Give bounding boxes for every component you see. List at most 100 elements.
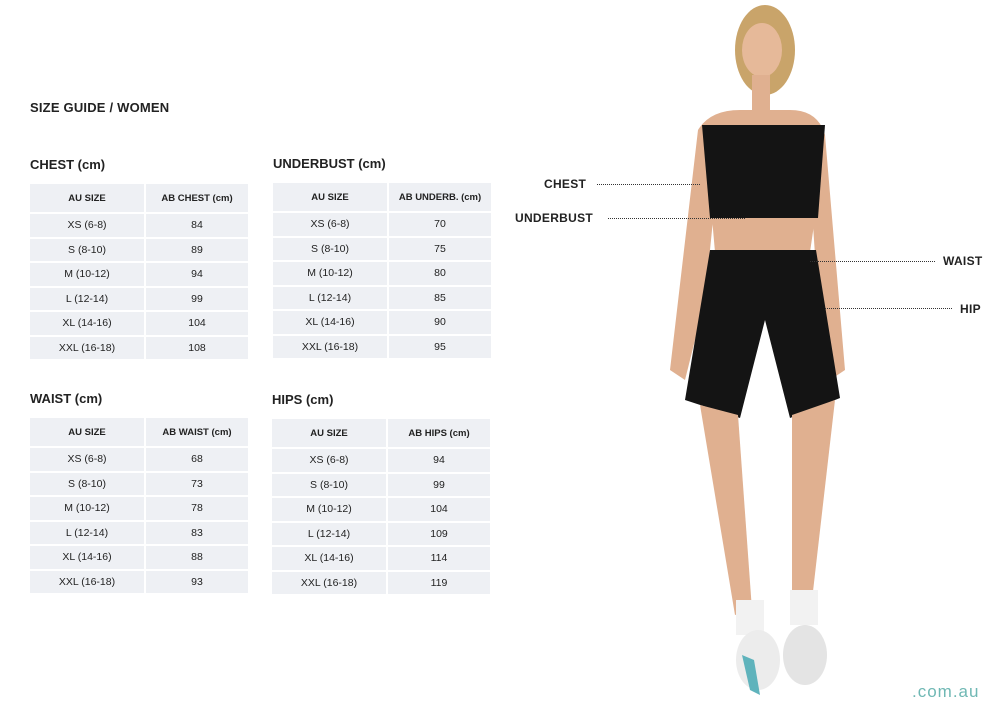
- page-title: SIZE GUIDE / WOMEN: [30, 100, 170, 115]
- table-cell: 104: [146, 312, 248, 335]
- table-cell: 84: [146, 214, 248, 237]
- waist-line: [810, 261, 935, 262]
- table-row: L (12-14) 99: [30, 287, 248, 310]
- underbust-title: UNDERBUST (cm): [273, 156, 386, 171]
- table-cell: 114: [388, 547, 490, 570]
- table-cell: XXL (16-18): [272, 571, 386, 594]
- table-cell: S (8-10): [30, 472, 144, 495]
- column-header: AB UNDERB. (cm): [389, 183, 491, 211]
- table-cell: M (10-12): [273, 262, 387, 285]
- table-row: XL (14-16) 114: [272, 547, 490, 570]
- underbust-table: AU SIZE AB UNDERB. (cm) XS (6-8) 70 S (8-10)…: [271, 181, 493, 360]
- table-cell: XXL (16-18): [273, 335, 387, 358]
- table-cell: M (10-12): [272, 498, 386, 521]
- hips-title: HIPS (cm): [272, 392, 334, 407]
- table-row: M (10-12) 94: [30, 263, 248, 286]
- chest-line: [597, 184, 700, 185]
- hips-section: HIPS (cm) AU SIZE AB HIPS (cm) XS (6-8) 94 S …: [272, 392, 494, 596]
- table-cell: 78: [146, 497, 248, 520]
- table-cell: 68: [146, 448, 248, 471]
- table-cell: 94: [388, 449, 490, 472]
- chest-title: CHEST (cm): [30, 157, 106, 172]
- table-cell: 99: [388, 473, 490, 496]
- table-cell: 89: [146, 238, 248, 261]
- hip-label: HIP: [960, 302, 981, 316]
- column-header: AU SIZE: [273, 183, 387, 211]
- column-header: AB CHEST (cm): [146, 184, 248, 212]
- table-cell: L (12-14): [30, 287, 144, 310]
- table-cell: XS (6-8): [30, 214, 144, 237]
- table-row: XXL (16-18) 119: [272, 571, 490, 594]
- table-cell: 108: [146, 336, 248, 359]
- table-row: XXL (16-18) 95: [273, 335, 491, 358]
- waist-table: AU SIZE AB WAIST (cm) XS (6-8) 68 S (8-10) 73…: [28, 416, 250, 595]
- table-row: S (8-10) 89: [30, 238, 248, 261]
- waist-section: WAIST (cm) AU SIZE AB WAIST (cm) XS (6-8) 68…: [30, 391, 252, 595]
- table-cell: XL (14-16): [30, 312, 144, 335]
- table-cell: XS (6-8): [272, 449, 386, 472]
- underbust-label: UNDERBUST: [515, 211, 594, 225]
- table-row: XL (14-16) 88: [30, 546, 248, 569]
- table-row: S (8-10) 75: [273, 237, 491, 260]
- table-cell: XL (14-16): [273, 311, 387, 334]
- table-cell: 99: [146, 287, 248, 310]
- table-cell: M (10-12): [30, 497, 144, 520]
- table-row: XL (14-16) 90: [273, 311, 491, 334]
- table-cell: 119: [388, 571, 490, 594]
- table-cell: S (8-10): [30, 238, 144, 261]
- table-cell: M (10-12): [30, 263, 144, 286]
- header-row: AU SIZE AB UNDERB. (cm): [273, 183, 491, 211]
- brand-domain: .com.au: [912, 682, 980, 701]
- table-cell: 90: [389, 311, 491, 334]
- table-row: XS (6-8) 84: [30, 214, 248, 237]
- table-row: XS (6-8) 70: [273, 213, 491, 236]
- table-cell: 80: [389, 262, 491, 285]
- underbust-line: [608, 218, 745, 219]
- table-row: XXL (16-18) 93: [30, 570, 248, 593]
- header-row: AU SIZE AB WAIST (cm): [30, 418, 248, 446]
- table-cell: 85: [389, 286, 491, 309]
- table-cell: XXL (16-18): [30, 336, 144, 359]
- underbust-section: UNDERBUST (cm) AU SIZE AB UNDERB. (cm) XS (…: [273, 156, 495, 360]
- table-cell: 93: [146, 570, 248, 593]
- table-cell: 75: [389, 237, 491, 260]
- table-row: XXL (16-18) 108: [30, 336, 248, 359]
- table-cell: XS (6-8): [273, 213, 387, 236]
- model-photo: [670, 5, 845, 695]
- table-cell: S (8-10): [273, 237, 387, 260]
- table-cell: L (12-14): [272, 522, 386, 545]
- table-row: M (10-12) 104: [272, 498, 490, 521]
- table-row: S (8-10) 73: [30, 472, 248, 495]
- table-cell: 104: [388, 498, 490, 521]
- table-cell: 88: [146, 546, 248, 569]
- table-cell: XXL (16-18): [30, 570, 144, 593]
- table-row: M (10-12) 78: [30, 497, 248, 520]
- column-header: AB HIPS (cm): [388, 419, 490, 447]
- chest-label: CHEST: [544, 177, 587, 191]
- table-cell: 109: [388, 522, 490, 545]
- table-cell: XS (6-8): [30, 448, 144, 471]
- table-row: XS (6-8) 68: [30, 448, 248, 471]
- table-row: L (12-14) 109: [272, 522, 490, 545]
- table-row: S (8-10) 99: [272, 473, 490, 496]
- table-cell: XL (14-16): [272, 547, 386, 570]
- table-cell: 73: [146, 472, 248, 495]
- table-cell: XL (14-16): [30, 546, 144, 569]
- column-header: AU SIZE: [30, 184, 144, 212]
- chest-table: AU SIZE AB CHEST (cm) XS (6-8) 84 S (8-10) 89…: [28, 182, 250, 361]
- waist-title: WAIST (cm): [30, 391, 103, 406]
- table-row: L (12-14) 85: [273, 286, 491, 309]
- header-row: AU SIZE AB HIPS (cm): [272, 419, 490, 447]
- column-header: AU SIZE: [30, 418, 144, 446]
- table-cell: S (8-10): [272, 473, 386, 496]
- hip-line: [825, 308, 952, 309]
- table-row: L (12-14) 83: [30, 521, 248, 544]
- column-header: AU SIZE: [272, 419, 386, 447]
- header-row: AU SIZE AB CHEST (cm): [30, 184, 248, 212]
- hips-table: AU SIZE AB HIPS (cm) XS (6-8) 94 S (8-10) 99 M…: [270, 417, 492, 596]
- table-cell: 95: [389, 335, 491, 358]
- table-cell: L (12-14): [30, 521, 144, 544]
- table-cell: 94: [146, 263, 248, 286]
- chest-section: CHEST (cm) AU SIZE AB CHEST (cm) XS (6-8) 84…: [30, 157, 252, 361]
- table-cell: L (12-14): [273, 286, 387, 309]
